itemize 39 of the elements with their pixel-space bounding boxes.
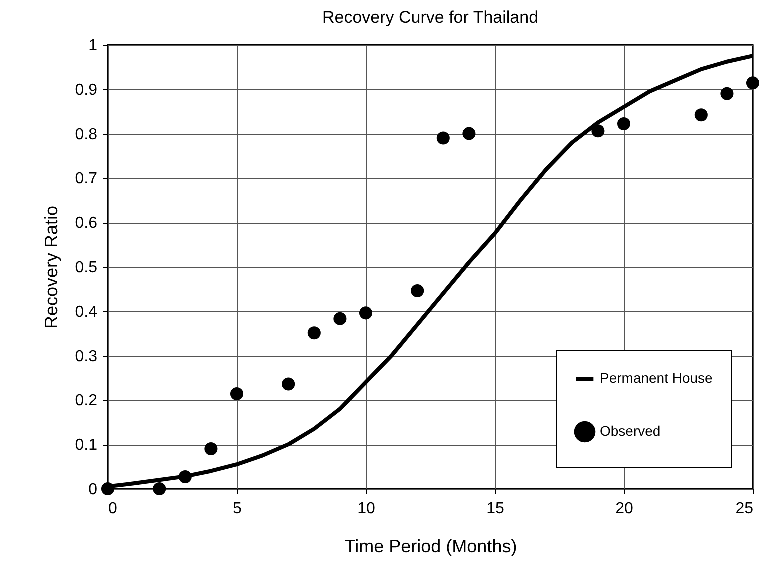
point <box>204 442 218 456</box>
point <box>592 124 605 138</box>
point <box>436 132 450 145</box>
x-tick-label: 10 <box>358 500 376 518</box>
legend-label: Permanent House <box>600 370 714 386</box>
y-tick-label: 0 <box>88 482 98 498</box>
y-tick-label: 0.2 <box>75 392 98 410</box>
y-tick-label: 0.8 <box>75 126 98 144</box>
y-tick-label: 0.7 <box>75 170 98 188</box>
y-tick-label: 1 <box>88 38 98 54</box>
y-tick-label: 0.5 <box>75 260 98 276</box>
legend-label: Observed <box>600 423 661 439</box>
point <box>694 108 708 122</box>
point <box>617 118 631 131</box>
y-tick-label: 0.3 <box>75 348 98 366</box>
point <box>153 482 166 496</box>
point <box>230 387 244 400</box>
point <box>101 482 115 496</box>
x-tick-label: 25 <box>736 500 754 518</box>
x-tick-label: 20 <box>616 500 634 518</box>
x-tick-label: 5 <box>233 500 242 518</box>
point <box>334 312 347 326</box>
y-tick-label: 0.9 <box>75 82 98 99</box>
point <box>746 76 760 90</box>
point <box>308 326 321 340</box>
y-tick-label: 0.4 <box>75 304 98 321</box>
x-axis-title: Time Period (Months) <box>344 536 518 556</box>
point <box>282 378 296 391</box>
point <box>462 127 476 140</box>
point <box>359 306 373 320</box>
chart-title: Recovery Curve for Thailand <box>322 8 539 27</box>
point <box>720 87 734 100</box>
x-tick-label: 15 <box>486 500 504 518</box>
y-tick-label: 0.6 <box>75 215 98 232</box>
y-axis-title: Recovery Ratio <box>41 206 62 330</box>
point <box>178 470 192 484</box>
point <box>411 284 424 298</box>
x-tick-label: 0 <box>108 500 118 518</box>
y-tick-label: 0.1 <box>75 437 98 454</box>
